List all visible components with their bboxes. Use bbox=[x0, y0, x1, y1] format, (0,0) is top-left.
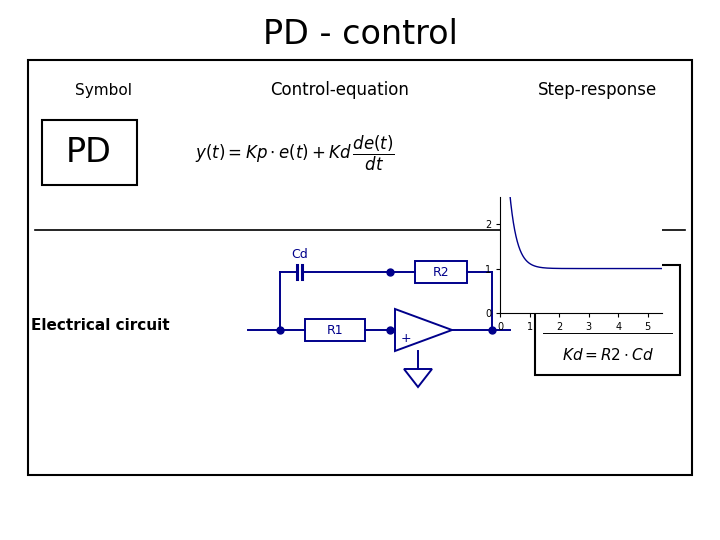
Text: $Kd = R2 \cdot Cd$: $Kd = R2 \cdot Cd$ bbox=[562, 347, 654, 363]
Polygon shape bbox=[395, 309, 452, 351]
Text: +: + bbox=[401, 332, 411, 345]
Text: Control-equation: Control-equation bbox=[270, 81, 409, 99]
Text: PD - control: PD - control bbox=[263, 18, 457, 51]
Text: Step-response: Step-response bbox=[538, 81, 657, 99]
Text: R1: R1 bbox=[327, 323, 343, 336]
Text: $Kp = \dfrac{R2}{R1}$: $Kp = \dfrac{R2}{R1}$ bbox=[577, 284, 638, 316]
Bar bbox=[305, 319, 365, 341]
Text: Symbol: Symbol bbox=[75, 83, 132, 98]
Text: Electrical circuit: Electrical circuit bbox=[31, 318, 169, 333]
Bar bbox=[415, 261, 467, 283]
Polygon shape bbox=[404, 369, 432, 387]
Bar bbox=[28, 60, 692, 475]
Text: Cd: Cd bbox=[292, 248, 308, 261]
Text: R2: R2 bbox=[433, 266, 449, 279]
Bar bbox=[535, 265, 680, 375]
Text: $y(t) = Kp \cdot e(t) + Kd\,\dfrac{de(t)}{dt}$: $y(t) = Kp \cdot e(t) + Kd\,\dfrac{de(t)… bbox=[195, 133, 395, 173]
Text: PD: PD bbox=[66, 137, 112, 170]
Bar bbox=[42, 120, 137, 185]
